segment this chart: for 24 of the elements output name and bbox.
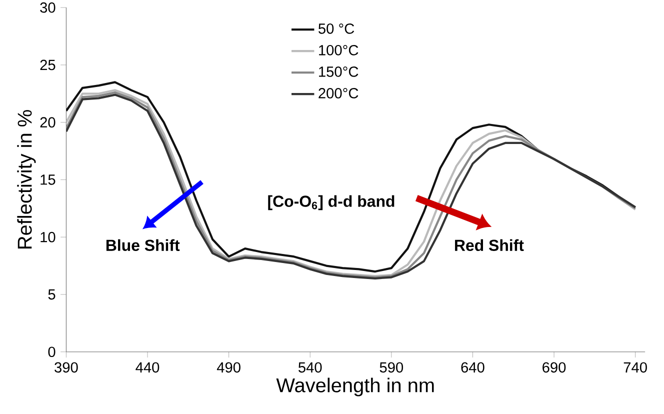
annotation: [Co-O$_{6}$] d-d band (268, 195, 394, 210)
x-tick-label: 490 (216, 362, 240, 372)
y-tick-label: 0 (48, 346, 56, 357)
x-axis-title: Wavelength in nm (276, 378, 434, 396)
x-tick-label: 740 (624, 362, 647, 372)
y-tick-label: 5 (48, 289, 56, 300)
annotation: Red Shift (455, 239, 524, 251)
x-tick-label: 640 (461, 362, 484, 372)
y-tick-label: 15 (40, 174, 56, 185)
y-axis-title: Reflectivity in % (17, 110, 36, 248)
x-tick-label: 590 (380, 362, 404, 372)
legend-label: 50 °C (318, 23, 354, 34)
x-tick-label: 440 (136, 362, 160, 372)
legend-label: 200°C (318, 88, 358, 98)
y-tick-label: 30 (40, 2, 56, 13)
x-tick-label: 690 (542, 362, 566, 372)
legend-label: 150°C (319, 66, 358, 77)
y-tick-label: 20 (40, 117, 56, 128)
y-tick-label: 10 (40, 232, 56, 242)
x-tick-label: 540 (298, 362, 322, 372)
y-tick-label: 25 (40, 60, 56, 70)
x-tick-label: 390 (54, 362, 78, 372)
legend-label: 100°C (319, 44, 358, 56)
annotation: Blue Shift (106, 239, 180, 251)
